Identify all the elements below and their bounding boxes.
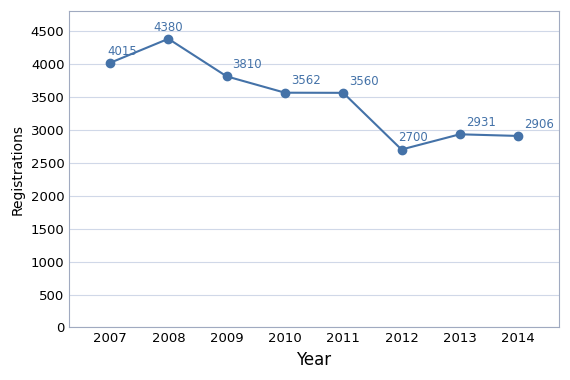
Text: 4015: 4015 bbox=[107, 44, 137, 58]
Text: 3562: 3562 bbox=[291, 74, 320, 87]
Y-axis label: Registrations: Registrations bbox=[11, 124, 25, 215]
Text: 2906: 2906 bbox=[524, 118, 554, 131]
Text: 4380: 4380 bbox=[153, 21, 183, 33]
Text: 2931: 2931 bbox=[466, 116, 495, 129]
Text: 2700: 2700 bbox=[398, 131, 428, 144]
Text: 3560: 3560 bbox=[349, 74, 378, 87]
Text: 3810: 3810 bbox=[233, 58, 262, 71]
X-axis label: Year: Year bbox=[296, 351, 332, 369]
